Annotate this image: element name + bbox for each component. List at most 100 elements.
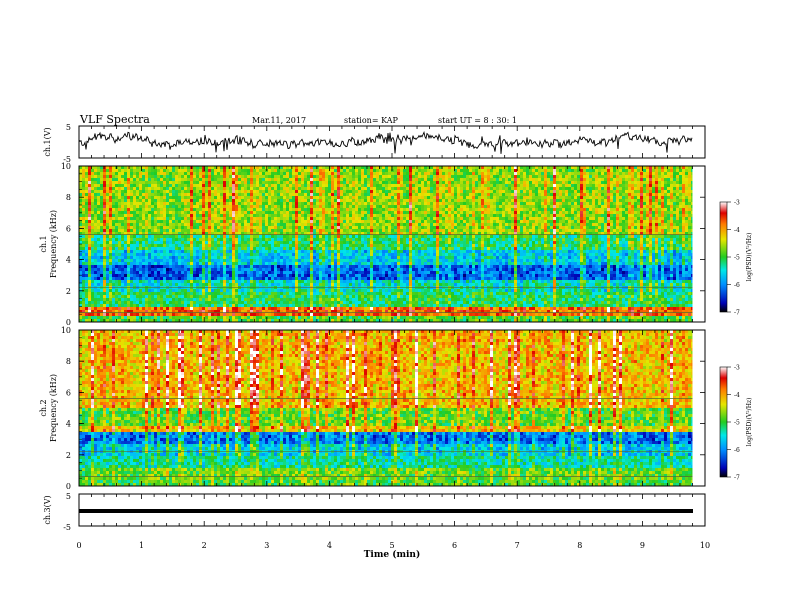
spectrogram-cell <box>433 220 437 224</box>
spectrogram-cell <box>568 175 572 179</box>
spectrogram-cell <box>529 214 533 218</box>
spectrogram-cell <box>271 214 275 218</box>
spectrogram-cell <box>376 196 380 200</box>
spectrogram-cell <box>247 181 251 185</box>
spectrogram-cell <box>154 223 158 227</box>
spectrogram-cell <box>415 217 419 221</box>
spectrogram-cell <box>259 229 263 233</box>
spectrogram-cell <box>178 211 182 215</box>
spectrogram-cell <box>346 187 350 191</box>
spectrogram-cell <box>448 205 452 209</box>
spectrogram-cell <box>412 223 416 227</box>
spectrogram-cell <box>202 196 206 200</box>
spectrogram-cell <box>280 235 284 239</box>
spectrogram-cell <box>169 220 173 224</box>
spectrogram-cell <box>628 229 632 233</box>
spectrogram-cell <box>295 187 299 191</box>
spectrogram-cell <box>472 169 476 173</box>
spectrogram-cell <box>676 169 680 173</box>
spectrogram-cell <box>136 181 140 185</box>
spectrogram-cell <box>79 229 83 233</box>
spectrogram-cell <box>121 220 125 224</box>
spectrogram-cell <box>484 226 488 230</box>
spectrogram-cell <box>538 214 542 218</box>
spectrogram-cell <box>316 193 320 197</box>
spectrogram-cell <box>106 187 110 191</box>
spectrogram-cell <box>412 190 416 194</box>
spectrogram-cell <box>361 205 365 209</box>
spectrogram-cell <box>346 181 350 185</box>
spectrogram-cell <box>211 196 215 200</box>
spectrogram-cell <box>508 214 512 218</box>
spectrogram-cell <box>106 199 110 203</box>
spectrogram-cell <box>151 172 155 176</box>
spectrogram-cell <box>517 226 521 230</box>
spectrogram-cell <box>262 223 266 227</box>
spectrogram-cell <box>331 226 335 230</box>
spectrogram-cell <box>343 211 347 215</box>
spectrogram-cell <box>532 235 536 239</box>
spectrogram-cell <box>172 175 176 179</box>
spectrogram-cell <box>460 205 464 209</box>
spectrogram-cell <box>421 214 425 218</box>
spectrogram-cell <box>316 208 320 212</box>
spectrogram-cell <box>118 211 122 215</box>
spectrogram-cell <box>355 184 359 188</box>
spectrogram-cell <box>277 187 281 191</box>
spectrogram-cell <box>166 208 170 212</box>
spectrogram-cell <box>532 190 536 194</box>
spectrogram-cell <box>193 169 197 173</box>
spectrogram-cell <box>412 211 416 215</box>
spectrogram-cell <box>505 175 509 179</box>
spectrogram-cell <box>409 181 413 185</box>
spectrogram-cell <box>409 220 413 224</box>
spectrogram-cell <box>190 208 194 212</box>
spectrogram-cell <box>484 229 488 233</box>
spectrogram-cell <box>370 193 374 197</box>
spectrogram-cell <box>595 193 599 197</box>
spectrogram-cell <box>547 202 551 206</box>
spectrogram-cell <box>292 220 296 224</box>
spectrogram-cell <box>301 172 305 176</box>
spectrogram-cell <box>577 172 581 176</box>
spectrogram-cell <box>496 217 500 221</box>
spectrogram-cell <box>208 184 212 188</box>
spectrogram-cell <box>496 181 500 185</box>
spectrogram-cell <box>250 220 254 224</box>
spectrogram-cell <box>619 208 623 212</box>
spectrogram-cell <box>100 196 104 200</box>
spectrogram-cell <box>685 208 689 212</box>
spectrogram-cell <box>484 220 488 224</box>
spectrogram-cell <box>502 235 506 239</box>
spectrogram-cell <box>334 199 338 203</box>
spectrogram-cell <box>322 232 326 236</box>
spectrogram-cell <box>556 199 560 203</box>
spectrogram-cell <box>262 220 266 224</box>
spectrogram-cell <box>184 187 188 191</box>
spectrogram-cell <box>136 202 140 206</box>
spectrogram-cell <box>499 202 503 206</box>
spectrogram-cell <box>172 223 176 227</box>
spectrogram-cell <box>388 187 392 191</box>
spectrogram-cell <box>397 175 401 179</box>
spectrogram-cell <box>616 223 620 227</box>
spectrogram-cell <box>148 229 152 233</box>
spectrogram-cell <box>640 211 644 215</box>
spectrogram-cell <box>112 220 116 224</box>
spectrogram-cell <box>406 235 410 239</box>
spectrogram-cell <box>481 217 485 221</box>
spectrogram-cell <box>241 172 245 176</box>
spectrogram-cell <box>181 178 185 182</box>
spectrogram-cell <box>589 211 593 215</box>
spectrogram-cell <box>316 223 320 227</box>
spectrogram-cell <box>421 181 425 185</box>
spectrogram-cell <box>607 187 611 191</box>
spectrogram-cell <box>484 202 488 206</box>
spectrogram-cell <box>286 220 290 224</box>
spectrogram-cell <box>112 226 116 230</box>
spectrogram-cell <box>157 172 161 176</box>
spectrogram-cell <box>655 193 659 197</box>
spectrogram-cell <box>121 172 125 176</box>
spectrogram-cell <box>346 208 350 212</box>
spectrogram-cell <box>139 235 143 239</box>
